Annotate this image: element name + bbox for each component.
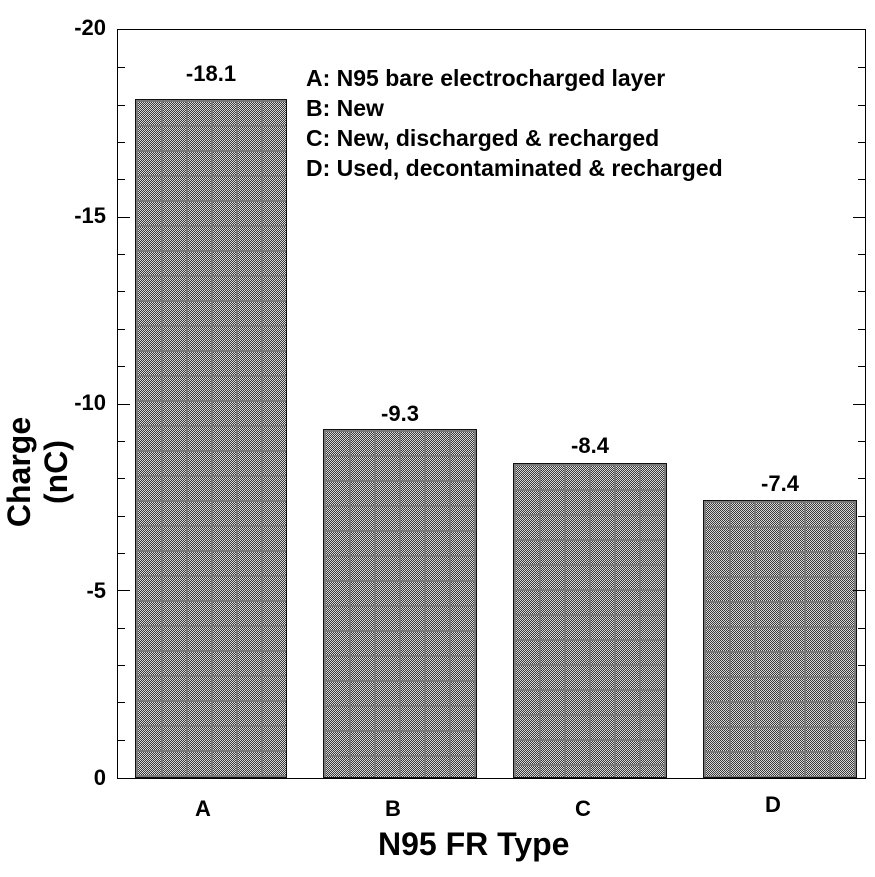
- legend-item-c: C: New, discharged & recharged: [306, 125, 660, 151]
- minor-tick: [118, 67, 125, 68]
- y-tick-label: -10: [74, 390, 106, 415]
- minor-tick: [118, 665, 125, 666]
- minor-tick: [858, 366, 865, 367]
- bar-b: [323, 429, 477, 778]
- bar-c: [513, 463, 667, 778]
- minor-tick: [858, 67, 865, 68]
- legend-item-b: B: New: [306, 95, 384, 121]
- bar-d: [703, 500, 857, 778]
- y-tick-label: -15: [74, 203, 106, 228]
- minor-tick: [118, 478, 125, 479]
- minor-tick: [858, 179, 865, 180]
- minor-tick: [858, 516, 865, 517]
- minor-tick: [118, 516, 125, 517]
- major-tick: [118, 590, 130, 591]
- major-tick: [853, 404, 865, 405]
- minor-tick: [858, 254, 865, 255]
- x-tick-label-a: A: [195, 796, 211, 821]
- data-label-c: -8.4: [571, 433, 609, 458]
- minor-tick: [858, 740, 865, 741]
- major-tick: [853, 217, 865, 218]
- major-tick: [853, 590, 865, 591]
- minor-tick: [118, 142, 125, 143]
- minor-tick: [858, 441, 865, 442]
- data-label-a: -18.1: [185, 61, 237, 86]
- minor-tick: [118, 702, 125, 703]
- minor-tick: [858, 291, 865, 292]
- minor-tick: [858, 665, 865, 666]
- bar-a: [135, 99, 287, 778]
- minor-tick: [858, 702, 865, 703]
- plot-area: A: N95 bare electrocharged layer B: New …: [117, 29, 866, 779]
- y-tick-label: 0: [93, 765, 106, 790]
- data-label-d: -7.4: [761, 471, 799, 496]
- legend-item-a: A: N95 bare electrocharged layer: [306, 65, 666, 91]
- minor-tick: [858, 142, 865, 143]
- y-tick-label: -20: [74, 15, 106, 40]
- minor-tick: [118, 179, 125, 180]
- minor-tick: [118, 628, 125, 629]
- minor-tick: [858, 628, 865, 629]
- minor-tick: [858, 553, 865, 554]
- legend: A: N95 bare electrocharged layer B: New …: [306, 63, 723, 183]
- minor-tick: [118, 291, 125, 292]
- x-axis-title: N95 FR Type: [378, 826, 570, 862]
- minor-tick: [118, 329, 125, 330]
- minor-tick: [118, 441, 125, 442]
- x-tick-label-b: B: [385, 796, 401, 821]
- minor-tick: [118, 553, 125, 554]
- data-label-b: -9.3: [381, 401, 419, 426]
- major-tick: [118, 217, 130, 218]
- major-tick: [118, 404, 130, 405]
- legend-item-d: D: Used, decontaminated & recharged: [306, 155, 723, 181]
- minor-tick: [858, 105, 865, 106]
- minor-tick: [858, 329, 865, 330]
- minor-tick: [118, 254, 125, 255]
- y-tick-label: -5: [86, 578, 106, 603]
- minor-tick: [858, 478, 865, 479]
- minor-tick: [118, 740, 125, 741]
- x-tick-label-d: D: [765, 792, 781, 817]
- x-tick-label-c: C: [575, 796, 591, 821]
- minor-tick: [118, 105, 125, 106]
- minor-tick: [118, 366, 125, 367]
